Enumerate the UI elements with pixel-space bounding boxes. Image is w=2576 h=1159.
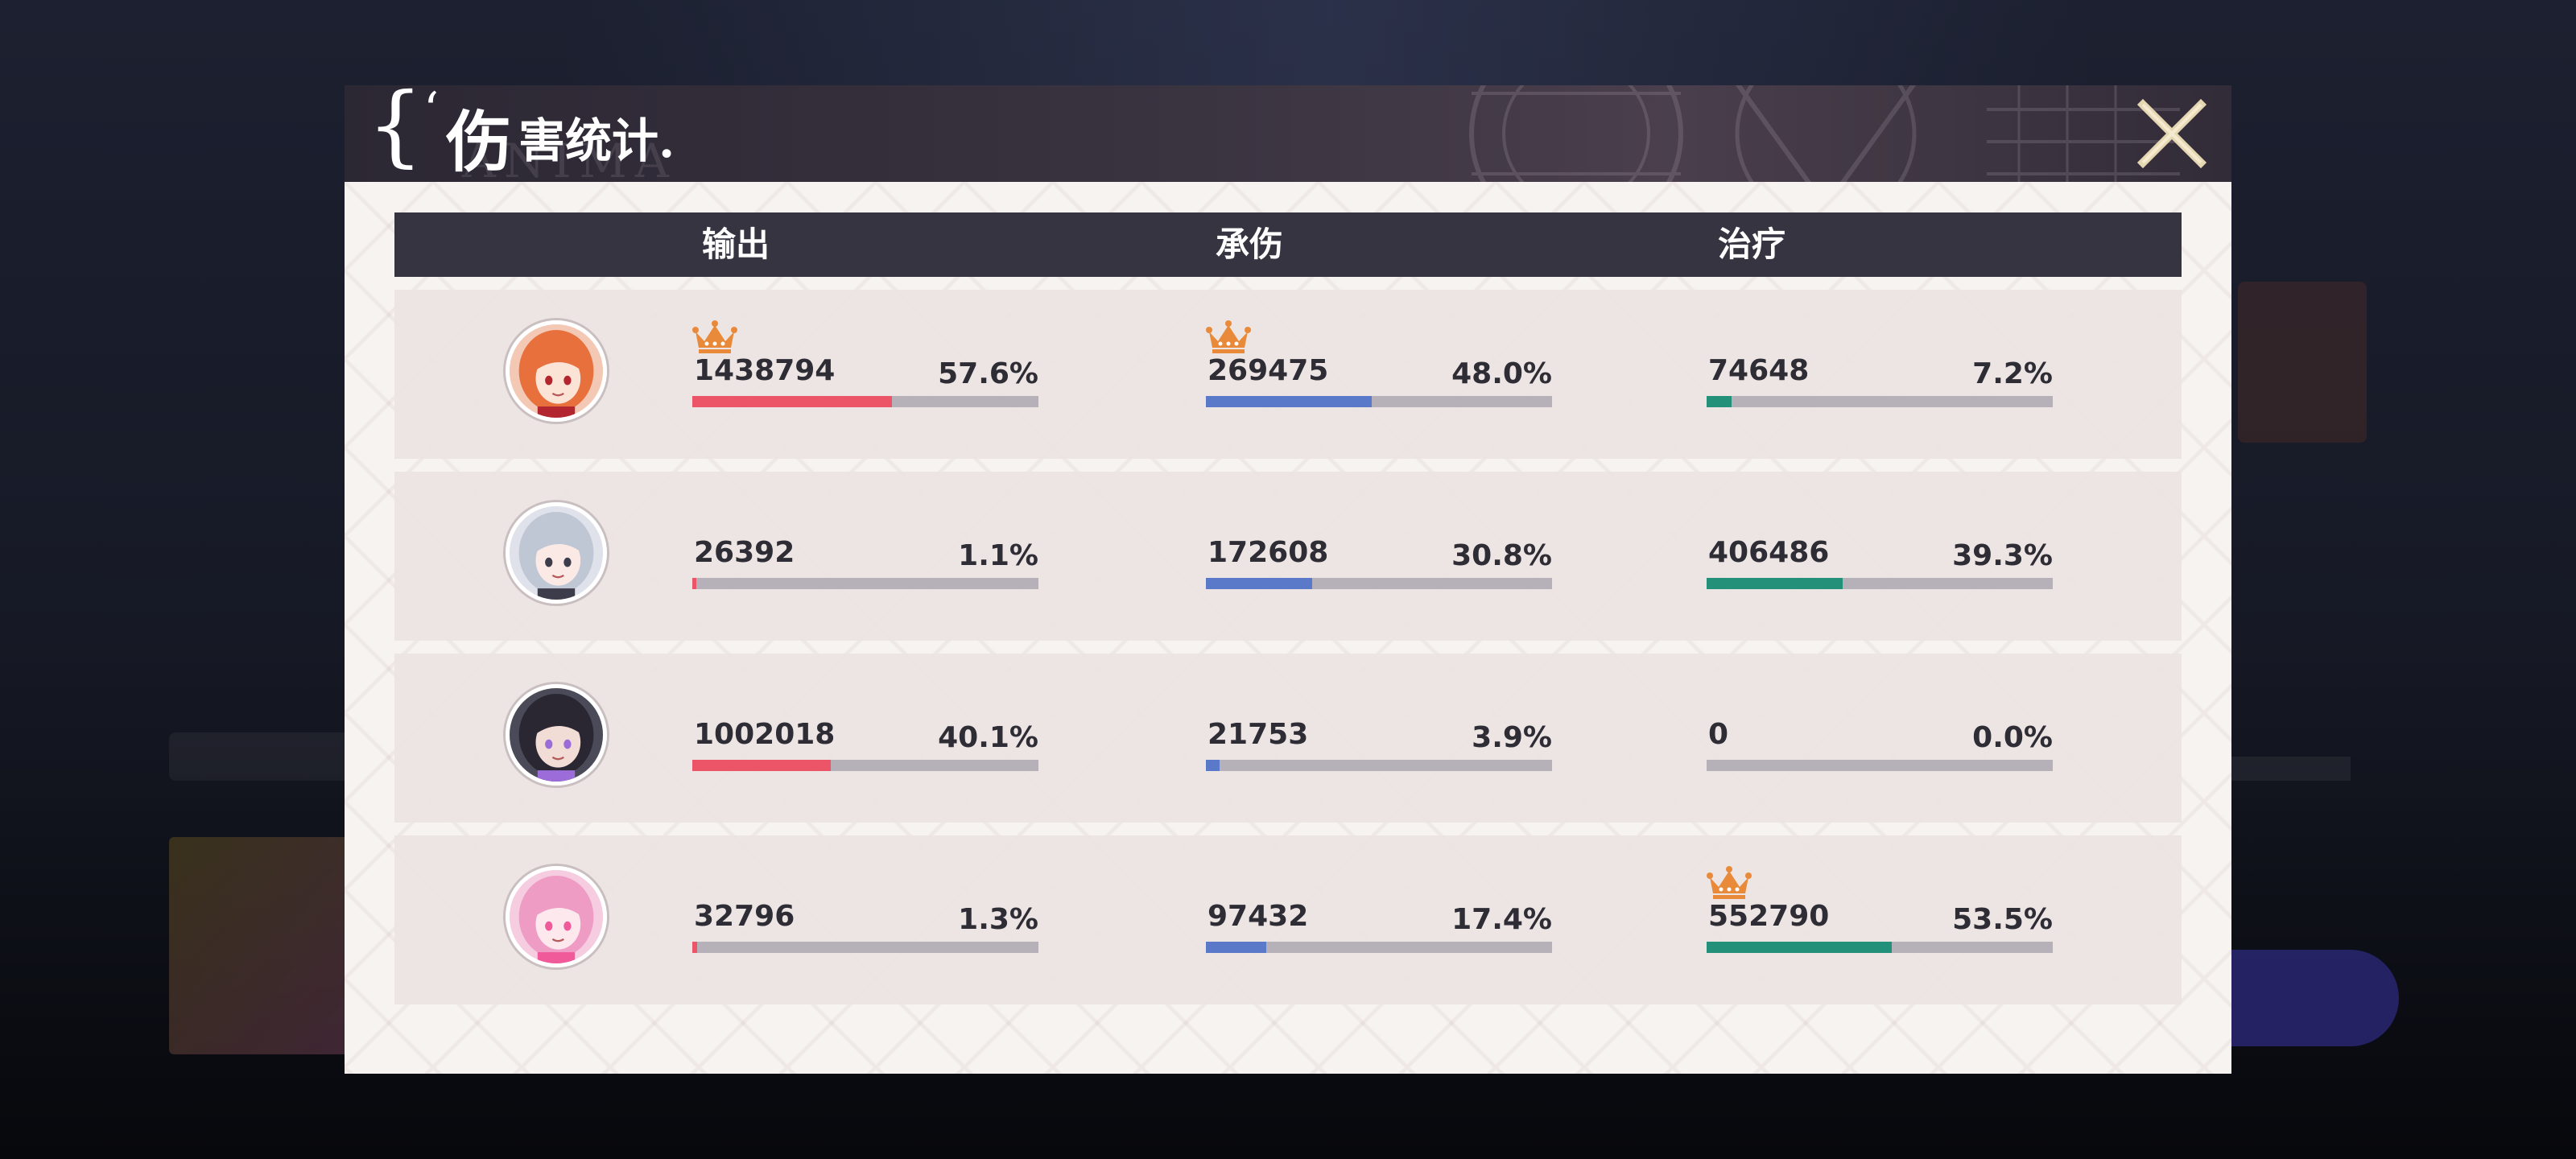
background-glow (564, 0, 2093, 97)
stat-percentage: 7.2% (1972, 357, 2053, 390)
progress-bar-track (1206, 396, 1552, 407)
table-header: 输出 承伤 治疗 (394, 212, 2182, 277)
close-icon[interactable] (2132, 93, 2212, 174)
damage-taken-stat: 21753 3.9% (1206, 654, 1552, 823)
stat-percentage: 1.1% (958, 539, 1038, 572)
stat-value: 21753 (1208, 718, 1309, 751)
stat-value: 269475 (1208, 354, 1329, 387)
stat-value: 26392 (694, 536, 795, 569)
progress-bar-track (1707, 396, 2053, 407)
stat-value: 552790 (1708, 900, 1830, 933)
stat-percentage: 53.5% (1952, 903, 2053, 936)
crown-icon (692, 319, 737, 354)
progress-bar-track (1206, 760, 1552, 771)
stat-percentage: 57.6% (938, 357, 1038, 390)
table-row: 1438794 57.6% 269475 48.0% 74648 7.2% (394, 290, 2182, 459)
damage-taken-stat: 97432 17.4% (1206, 835, 1552, 1004)
crown-icon (1206, 319, 1251, 354)
background-panel (2238, 282, 2367, 443)
modal-body: 输出 承伤 治疗 1438794 57.6% 269475 48.0% 74648 7.… (345, 182, 2231, 1074)
progress-bar-fill (1206, 578, 1313, 589)
output-stat: 26392 1.1% (692, 472, 1038, 641)
stat-percentage: 30.8% (1451, 539, 1552, 572)
progress-bar-fill (1707, 578, 1843, 589)
character-portrait-pink-hair[interactable] (506, 866, 607, 967)
progress-bar-fill (1206, 760, 1220, 771)
title-brace-glyph: { (367, 85, 423, 176)
stat-value: 0 (1708, 718, 1729, 751)
stat-percentage: 17.4% (1451, 903, 1552, 936)
column-header-healing: 治疗 (1718, 225, 1786, 264)
stat-percentage: 40.1% (938, 721, 1038, 754)
stat-value: 74648 (1708, 354, 1810, 387)
progress-bar-fill (1206, 396, 1373, 407)
table-row: 1002018 40.1% 21753 3.9% 0 0.0% (394, 654, 2182, 823)
title-quote-glyph: ‘ (423, 85, 440, 138)
progress-bar-fill (692, 760, 832, 771)
header-ornament-icon (1469, 85, 2180, 182)
healing-stat: 406486 39.3% (1707, 472, 2053, 641)
background-card (169, 837, 362, 1054)
character-portrait-silver-hair[interactable] (506, 502, 607, 604)
stat-value: 406486 (1708, 536, 1830, 569)
progress-bar-fill (1707, 396, 1732, 407)
progress-bar-fill (692, 942, 697, 953)
progress-bar-fill (1707, 942, 1893, 953)
progress-bar-track (1707, 578, 2053, 589)
stat-value: 97432 (1208, 900, 1309, 933)
healing-stat: 552790 53.5% (1707, 835, 2053, 1004)
progress-bar-fill (1206, 942, 1266, 953)
stat-value: 1438794 (694, 354, 836, 387)
damage-taken-stat: 172608 30.8% (1206, 472, 1552, 641)
progress-bar-fill (692, 578, 697, 589)
stat-percentage: 1.3% (958, 903, 1038, 936)
output-stat: 1438794 57.6% (692, 290, 1038, 459)
title-first-char: 伤 (446, 104, 513, 181)
character-portrait-orange-hair[interactable] (506, 320, 607, 422)
output-stat: 1002018 40.1% (692, 654, 1038, 823)
progress-bar-track (1206, 578, 1552, 589)
stat-percentage: 3.9% (1472, 721, 1552, 754)
close-button[interactable] (2132, 93, 2212, 174)
damage-stats-modal: { ‘ 伤 害统计. ANIMA 输出 承伤 治疗 (345, 85, 2231, 1074)
column-header-damage-taken: 承伤 (1216, 225, 1284, 264)
modal-header: { ‘ 伤 害统计. ANIMA (345, 85, 2231, 182)
progress-bar-track (692, 578, 1038, 589)
progress-bar-track (692, 760, 1038, 771)
character-portrait-dark-hair[interactable] (506, 684, 607, 786)
stat-percentage: 39.3% (1952, 539, 2053, 572)
progress-bar-track (692, 396, 1038, 407)
progress-bar-track (1707, 760, 2053, 771)
damage-taken-stat: 269475 48.0% (1206, 290, 1552, 459)
stat-value: 32796 (694, 900, 795, 933)
output-stat: 32796 1.3% (692, 835, 1038, 1004)
crown-icon (1707, 864, 1752, 900)
progress-bar-fill (692, 396, 892, 407)
progress-bar-track (1206, 942, 1552, 953)
healing-stat: 0 0.0% (1707, 654, 2053, 823)
table-row: 32796 1.3% 97432 17.4% 552790 53.5% (394, 835, 2182, 1004)
table-row: 26392 1.1% 172608 30.8% 406486 39.3% (394, 472, 2182, 641)
title-watermark: ANIMA (462, 134, 677, 182)
title-rest: 害统计. (518, 113, 675, 168)
stat-percentage: 0.0% (1972, 721, 2053, 754)
stat-percentage: 48.0% (1451, 357, 1552, 390)
progress-bar-track (1707, 942, 2053, 953)
progress-bar-track (692, 942, 1038, 953)
stat-value: 172608 (1208, 536, 1329, 569)
stat-value: 1002018 (694, 718, 836, 751)
healing-stat: 74648 7.2% (1707, 290, 2053, 459)
column-header-output: 输出 (702, 225, 770, 264)
